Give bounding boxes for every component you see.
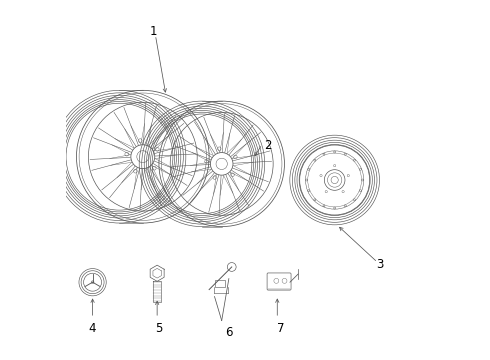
- Text: 4: 4: [89, 322, 97, 335]
- Text: 5: 5: [155, 322, 163, 335]
- Text: 1: 1: [150, 25, 157, 38]
- Text: 6: 6: [225, 326, 233, 339]
- Text: 2: 2: [265, 139, 272, 152]
- Text: 3: 3: [376, 258, 383, 271]
- Text: 7: 7: [277, 322, 285, 335]
